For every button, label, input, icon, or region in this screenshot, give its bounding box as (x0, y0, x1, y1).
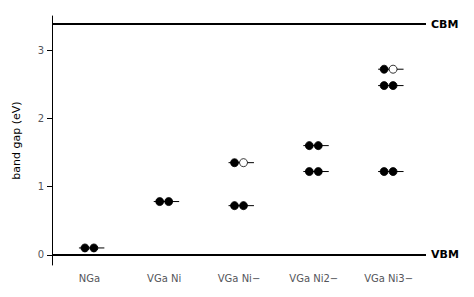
svg-text:0: 0 (38, 249, 44, 260)
svg-text:1: 1 (38, 181, 44, 192)
svg-text:NGa: NGa (79, 273, 100, 284)
svg-text:VGa Ni−: VGa Ni− (218, 273, 261, 284)
svg-text:band gap (eV): band gap (eV) (10, 101, 23, 179)
svg-text:VGa Ni: VGa Ni (147, 273, 181, 284)
svg-text:3: 3 (38, 45, 44, 56)
svg-text:VGa Ni2−: VGa Ni2− (289, 273, 338, 284)
svg-text:CBM: CBM (431, 18, 458, 31)
svg-text:2: 2 (38, 113, 44, 124)
svg-text:VBM: VBM (431, 248, 459, 261)
svg-text:VGa Ni3−: VGa Ni3− (364, 273, 413, 284)
